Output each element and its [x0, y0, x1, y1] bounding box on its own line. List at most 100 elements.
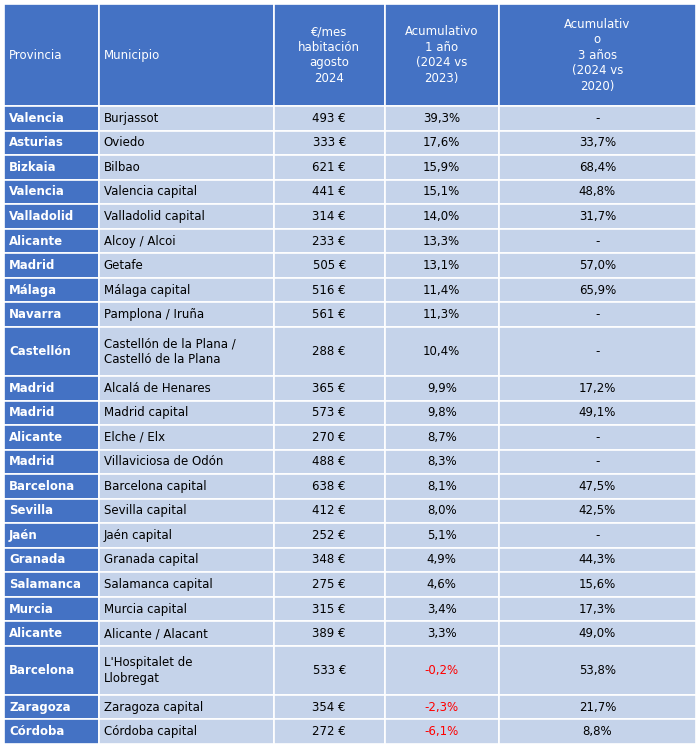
Text: Oviedo: Oviedo — [104, 136, 146, 150]
Bar — [4, 278, 99, 302]
Bar — [99, 376, 274, 400]
Text: -: - — [595, 235, 600, 248]
Bar — [4, 474, 99, 499]
Bar — [4, 400, 99, 425]
Text: 31,7%: 31,7% — [579, 210, 616, 223]
Text: 11,3%: 11,3% — [423, 308, 461, 321]
Text: Murcia: Murcia — [9, 603, 54, 616]
Text: 13,3%: 13,3% — [423, 235, 461, 248]
Text: 8,8%: 8,8% — [582, 726, 612, 738]
Bar — [99, 155, 274, 180]
Text: -: - — [595, 456, 600, 468]
Text: Madrid: Madrid — [9, 406, 55, 420]
Text: 44,3%: 44,3% — [579, 554, 616, 566]
Text: 4,9%: 4,9% — [427, 554, 456, 566]
Text: 8,1%: 8,1% — [427, 480, 456, 493]
Bar — [99, 425, 274, 450]
Bar — [4, 131, 99, 155]
Bar — [274, 597, 384, 622]
Bar — [274, 302, 384, 327]
Bar — [499, 646, 696, 695]
Text: 3,3%: 3,3% — [427, 627, 456, 640]
Bar — [4, 572, 99, 597]
Bar — [99, 204, 274, 229]
Bar — [4, 425, 99, 450]
Text: Bizkaia: Bizkaia — [9, 161, 57, 174]
Text: Málaga: Málaga — [9, 283, 57, 297]
Bar — [384, 425, 499, 450]
Text: 4,6%: 4,6% — [427, 578, 456, 591]
Text: 275 €: 275 € — [312, 578, 346, 591]
Text: 68,4%: 68,4% — [579, 161, 616, 174]
Text: Elche / Elx: Elche / Elx — [104, 431, 165, 444]
Bar — [384, 229, 499, 254]
Bar — [99, 254, 274, 278]
Text: 9,9%: 9,9% — [427, 381, 456, 395]
Text: Madrid: Madrid — [9, 456, 55, 468]
Bar — [99, 229, 274, 254]
Bar — [384, 474, 499, 499]
Bar — [384, 155, 499, 180]
Text: 288 €: 288 € — [312, 345, 346, 358]
Text: Alcalá de Henares: Alcalá de Henares — [104, 381, 211, 395]
Text: 441 €: 441 € — [312, 186, 346, 198]
Bar — [499, 720, 696, 744]
Text: Valencia: Valencia — [9, 186, 65, 198]
Bar — [384, 400, 499, 425]
Text: Navarra: Navarra — [9, 308, 62, 321]
Bar — [384, 180, 499, 204]
Text: Valladolid: Valladolid — [9, 210, 74, 223]
Bar — [499, 572, 696, 597]
Bar — [99, 646, 274, 695]
Text: 53,8%: 53,8% — [579, 664, 616, 677]
Text: 412 €: 412 € — [312, 504, 346, 518]
Text: 561 €: 561 € — [312, 308, 346, 321]
Bar — [4, 180, 99, 204]
Text: Castellón de la Plana /
Castelló de la Plana: Castellón de la Plana / Castelló de la P… — [104, 337, 236, 366]
Text: Barcelona: Barcelona — [9, 480, 76, 493]
Bar — [99, 474, 274, 499]
Text: 315 €: 315 € — [312, 603, 346, 616]
Bar — [4, 4, 99, 106]
Text: 49,0%: 49,0% — [579, 627, 616, 640]
Bar — [274, 278, 384, 302]
Text: Castellón: Castellón — [9, 345, 71, 358]
Text: Granada capital: Granada capital — [104, 554, 198, 566]
Text: 11,4%: 11,4% — [423, 283, 461, 297]
Text: Zaragoza: Zaragoza — [9, 701, 71, 714]
Text: Alicante: Alicante — [9, 627, 63, 640]
Bar — [99, 106, 274, 131]
Bar — [99, 695, 274, 720]
Bar — [4, 450, 99, 474]
Text: Madrid: Madrid — [9, 381, 55, 395]
Text: Zaragoza capital: Zaragoza capital — [104, 701, 203, 714]
Bar — [274, 720, 384, 744]
Bar — [499, 400, 696, 425]
Bar — [384, 572, 499, 597]
Text: 333 €: 333 € — [313, 136, 346, 150]
Bar — [4, 499, 99, 523]
Text: Acumulativ
o
3 años
(2024 vs
2020): Acumulativ o 3 años (2024 vs 2020) — [564, 17, 631, 93]
Bar — [384, 131, 499, 155]
Bar — [99, 622, 274, 646]
Bar — [4, 327, 99, 376]
Bar — [499, 695, 696, 720]
Text: Sevilla: Sevilla — [9, 504, 53, 518]
Bar — [4, 229, 99, 254]
Text: Málaga capital: Málaga capital — [104, 283, 190, 297]
Bar — [4, 376, 99, 400]
Bar — [499, 450, 696, 474]
Bar — [99, 302, 274, 327]
Bar — [274, 425, 384, 450]
Bar — [384, 523, 499, 548]
Text: Salamanca capital: Salamanca capital — [104, 578, 213, 591]
Text: Provincia: Provincia — [9, 49, 62, 61]
Bar — [4, 720, 99, 744]
Bar — [99, 327, 274, 376]
Bar — [384, 278, 499, 302]
Bar — [499, 622, 696, 646]
Bar — [274, 180, 384, 204]
Bar — [274, 646, 384, 695]
Bar — [499, 548, 696, 572]
Bar — [384, 499, 499, 523]
